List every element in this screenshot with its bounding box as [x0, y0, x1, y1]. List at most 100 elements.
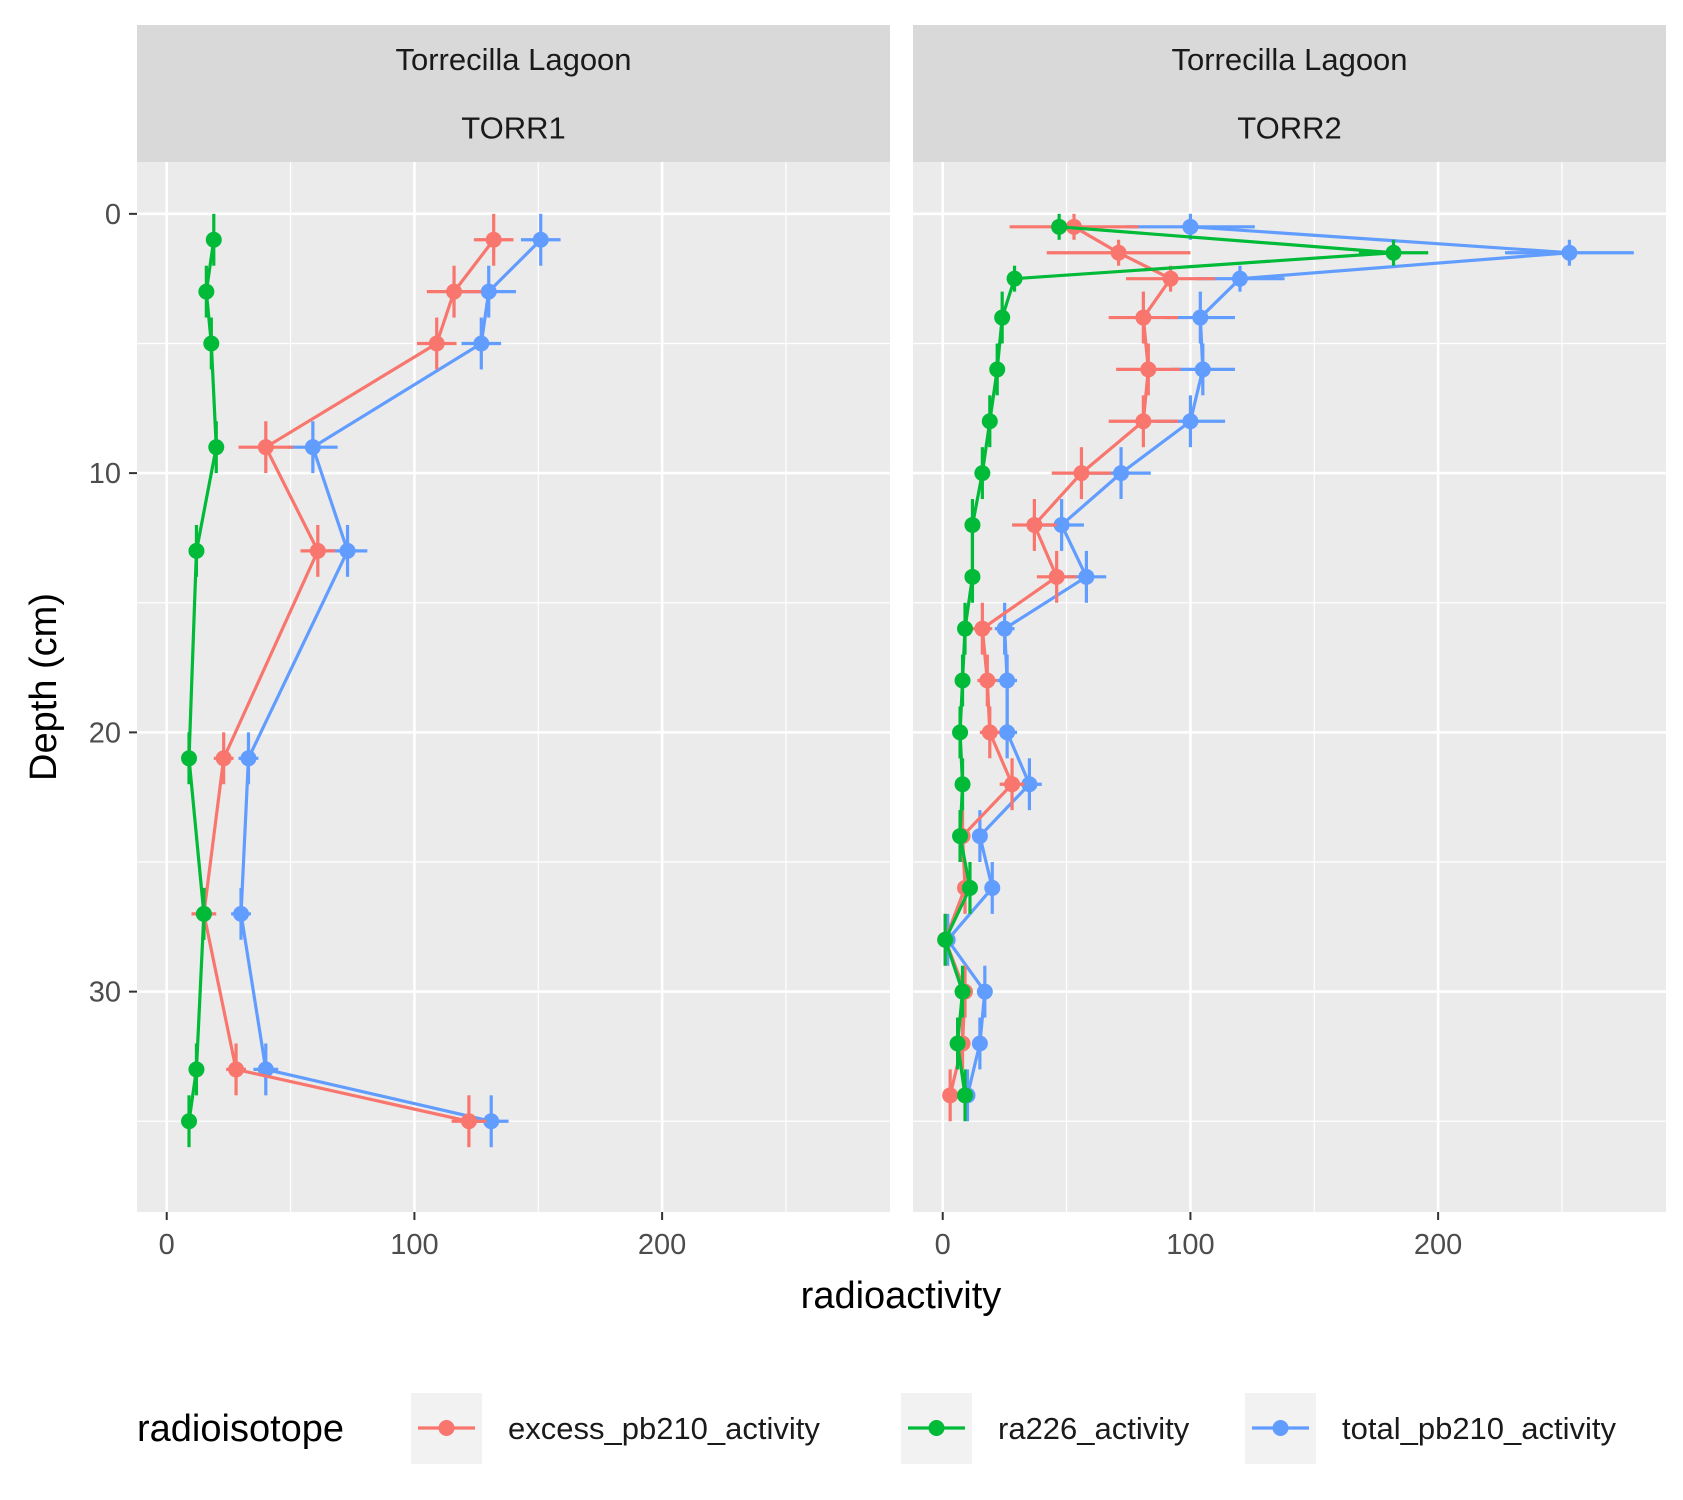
data-point: [181, 1113, 198, 1130]
data-point: [1140, 361, 1157, 378]
x-tick-label: 100: [1166, 1229, 1214, 1261]
data-point: [999, 672, 1016, 689]
data-point: [984, 879, 1001, 896]
data-point: [1194, 361, 1211, 378]
data-point: [989, 361, 1006, 378]
data-point: [981, 413, 998, 430]
x-tick-label: 200: [1414, 1229, 1462, 1261]
plot-background: [137, 162, 890, 1212]
data-point: [195, 905, 212, 922]
data-point: [954, 983, 971, 1000]
data-point: [937, 931, 954, 948]
y-tick-label: 0: [105, 199, 121, 231]
data-point: [483, 1113, 500, 1130]
data-point: [1113, 465, 1130, 482]
strip-top-background: [137, 25, 890, 93]
strip-top-label: Torrecilla Lagoon: [395, 42, 631, 77]
data-point: [257, 1061, 274, 1078]
x-tick-label: 200: [638, 1229, 686, 1261]
data-point: [964, 516, 981, 533]
plot-background: [913, 162, 1666, 1212]
data-point: [188, 1061, 205, 1078]
data-point: [1162, 270, 1179, 287]
data-point: [981, 724, 998, 741]
data-point: [952, 724, 969, 741]
data-point: [974, 620, 991, 637]
data-point: [957, 620, 974, 637]
data-point: [1231, 270, 1248, 287]
data-point: [240, 750, 257, 767]
x-tick-label: 100: [390, 1229, 438, 1261]
data-point: [233, 905, 250, 922]
data-point: [309, 542, 326, 559]
data-point: [949, 1035, 966, 1052]
strip-bottom-background: [137, 93, 890, 162]
data-point: [208, 439, 225, 456]
data-point: [954, 776, 971, 793]
series-ra226_activity: [181, 213, 225, 1148]
data-point: [964, 568, 981, 585]
data-point: [215, 750, 232, 767]
data-point: [1026, 516, 1043, 533]
data-point: [1073, 465, 1090, 482]
data-point: [976, 983, 993, 1000]
series-ra226_activity: [937, 213, 1429, 1122]
legend-item-total_pb210_activity: total_pb210_activity: [1245, 1393, 1617, 1464]
data-point: [994, 309, 1011, 326]
data-point: [181, 750, 198, 767]
x-tick-label: 0: [159, 1229, 175, 1261]
data-point: [446, 283, 463, 300]
data-point: [203, 335, 220, 352]
data-point: [1192, 309, 1209, 326]
data-point: [1110, 244, 1127, 261]
legend-item-label: total_pb210_activity: [1342, 1411, 1617, 1446]
data-point: [1006, 270, 1023, 287]
data-point: [1182, 413, 1199, 430]
y-axis-title: Depth (cm): [23, 593, 65, 781]
y-tick-label: 20: [89, 717, 121, 749]
data-point: [1021, 776, 1038, 793]
data-point: [1182, 218, 1199, 235]
data-point: [1004, 776, 1021, 793]
data-point: [1385, 244, 1402, 261]
data-point: [979, 672, 996, 689]
strip-bottom-background: [913, 93, 1666, 162]
data-point: [257, 439, 274, 456]
strip-top-label: Torrecilla Lagoon: [1171, 42, 1407, 77]
y-tick-label: 30: [89, 977, 121, 1009]
data-point: [205, 231, 222, 248]
legend-title: radioisotope: [137, 1408, 344, 1450]
data-point: [480, 283, 497, 300]
strip-bottom-label: TORR1: [461, 111, 566, 146]
data-point: [1078, 568, 1095, 585]
data-point: [1135, 309, 1152, 326]
legend-item-excess_pb210_activity: excess_pb210_activity: [411, 1393, 820, 1464]
data-point: [304, 439, 321, 456]
data-point: [1135, 413, 1152, 430]
data-point: [996, 620, 1013, 637]
axes-layer: 0 100 200 0 100 200 0 10 20 30 radioactivity Depth …: [23, 199, 1462, 1317]
data-point: [428, 335, 445, 352]
y-tick-label: 10: [89, 458, 121, 490]
data-point: [1053, 516, 1070, 533]
legend: radioisotope excess_pb210_activity ra226_a…: [137, 1393, 1617, 1464]
data-point: [228, 1061, 245, 1078]
data-point: [954, 672, 971, 689]
legend-item-label: excess_pb210_activity: [508, 1411, 820, 1446]
data-point: [460, 1113, 477, 1130]
legend-item-ra226_activity: ra226_activity: [901, 1393, 1190, 1464]
legend-key-point: [438, 1420, 455, 1436]
data-point: [1051, 218, 1068, 235]
facet-panel-2: Torrecilla Lagoon TORR2: [913, 25, 1666, 1212]
data-point: [1048, 568, 1065, 585]
data-point: [339, 542, 356, 559]
data-point: [1561, 244, 1578, 261]
facet-panel-1: Torrecilla Lagoon TORR1: [137, 25, 890, 1212]
data-point: [942, 1087, 959, 1104]
x-axis-title: radioactivity: [801, 1275, 1002, 1317]
data-point: [971, 828, 988, 845]
legend-key-point: [928, 1420, 945, 1436]
data-point: [485, 231, 502, 248]
